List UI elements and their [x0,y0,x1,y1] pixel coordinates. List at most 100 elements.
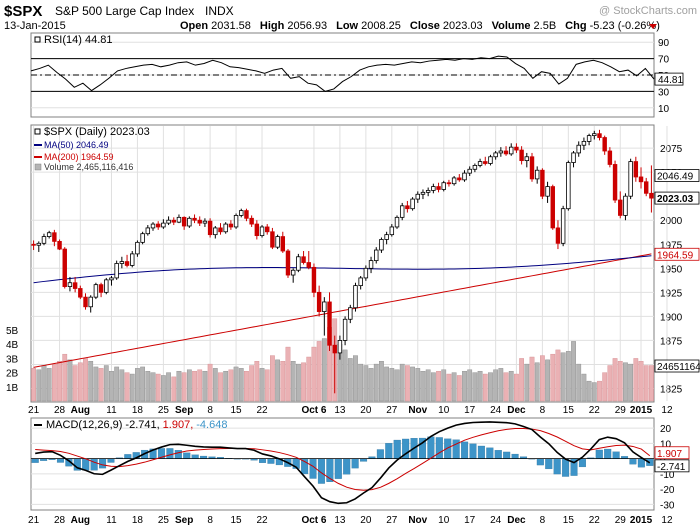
macd-histogram-bar [545,458,553,470]
volume-bar [545,359,550,402]
candle-body [358,277,363,287]
candle-body [145,227,151,235]
candle-body [197,219,202,224]
volume-bar [41,365,47,402]
volume-bar [441,369,447,402]
volume-bar [602,372,608,402]
high-label: High [260,20,285,32]
macd-histogram-bar [385,443,393,459]
macd-histogram-bar [360,458,368,462]
price-x-tick-label: Nov [408,405,427,416]
candle-body [457,177,462,181]
price-tick-label: 1875 [660,336,683,347]
candle-body [643,181,649,194]
candle-body [306,262,311,268]
candle-body [104,279,109,293]
volume-bar [560,352,566,402]
macd-tick-label: -10 [660,470,675,481]
candle-body [228,223,234,228]
macd-x-tick-label: 21 [28,515,40,526]
volume-bar [119,369,125,402]
candle-body [332,344,337,354]
macd-x-tick-label: 17 [464,515,476,526]
price-value-tag: 2046.49 [657,172,694,183]
macd-line [35,421,651,505]
volume-bar [581,373,587,402]
volume-bar [301,362,306,402]
candle-body [285,250,291,276]
candle-body [451,177,457,185]
volume-bar [275,359,280,402]
macd-histogram-bar [444,438,452,459]
volume-bar [638,361,644,402]
candle-body [31,243,36,246]
low-label: Low [336,20,358,32]
candle-body [337,340,343,354]
volume-bar [150,372,156,402]
volume-bar [519,358,524,402]
volume-bar [290,361,296,402]
candle-body [545,186,550,197]
macd-histogram-bar [31,458,39,463]
macd-legend-label: MACD(12,26,9) [46,419,122,431]
price-x-tick-label: 24 [490,405,502,416]
volume-bar [539,355,545,402]
volume-tick-label: 2B [6,369,19,380]
candle-body [384,234,389,240]
macd-histogram-bar [82,458,90,471]
price-x-tick-label: 18 [132,405,144,416]
macd-x-tick-label: 2015 [630,515,653,526]
candle-body [555,227,561,244]
macd-tick-label: 20 [660,424,672,435]
open-label: Open [180,20,208,32]
volume-bar [394,369,400,402]
volume-bar [223,370,229,402]
volume-bar [218,372,223,402]
volume-bar [88,361,94,402]
volume-bar [124,372,130,402]
volume-bar [451,372,457,402]
hist-legend-value: -4.648 [196,419,227,431]
volume-tick-label: 4B [6,340,19,351]
candle-body [488,156,493,164]
price-value-tag: 1964.59 [657,250,694,261]
candle-body [166,219,171,224]
candle-body [415,193,420,200]
rsi-line [30,55,655,92]
macd-histogram-bar [578,458,586,468]
volume-bar [280,361,286,402]
candle-body [597,133,602,138]
close-label: Close [410,20,440,32]
volume-bar [555,349,561,402]
volume-bar [477,370,483,402]
candle-body [98,284,104,293]
macd-histogram-bar [477,445,485,459]
macd-histogram-bar [511,453,519,459]
rsi-value-tag-box [654,72,684,86]
candle-body [628,161,633,197]
volume-bar [186,369,192,402]
candle-body [213,227,218,236]
price-value-tag: 2465116416 [657,362,700,373]
volume-bar [176,370,182,402]
volume-bar [623,362,628,402]
macd-layer: 20100-10-20-301.907-2.741 [31,421,690,511]
candle-body [130,253,135,266]
candle-body [431,186,436,191]
candle-body [259,226,265,237]
price-x-tick-label: 12 [661,405,673,416]
macd-x-tick-label: Oct 6 [301,515,326,526]
macd-value-tag-box [654,446,690,460]
price-x-tick-label: 17 [464,405,476,416]
volume-bar [493,369,499,402]
candle-body [301,256,306,263]
candle-body [425,190,431,193]
volume-bar [228,369,234,402]
candle-body [93,284,99,298]
candle-body [607,150,613,165]
volume-bar [103,365,109,402]
macd-histogram-bar [486,447,494,459]
candle-body [623,195,628,216]
volume-bar [420,370,426,402]
candle-body [467,168,472,174]
